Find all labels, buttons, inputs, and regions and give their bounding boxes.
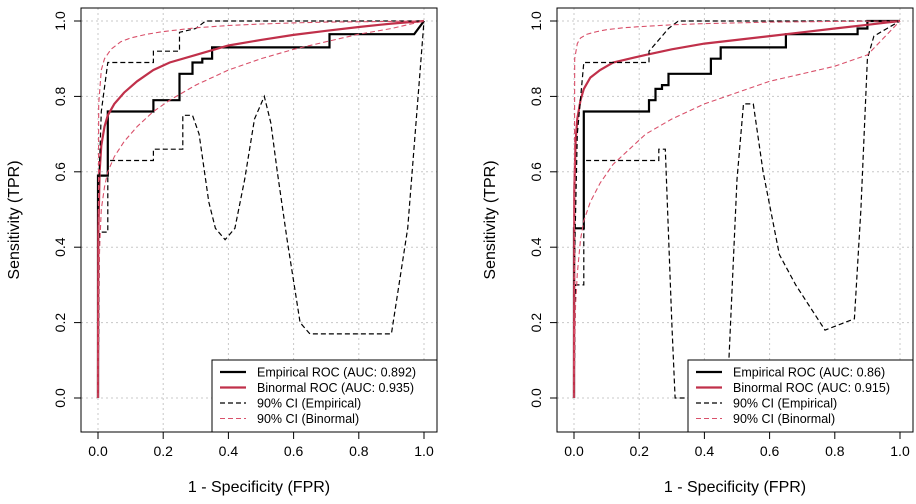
y-tick-label: 0.8 (528, 86, 544, 106)
legend: Empirical ROC (AUC: 0.86)Binormal ROC (A… (687, 359, 914, 433)
y-axis-title: Sensitivity (TPR) (482, 160, 499, 279)
series-line-dashed-black (573, 20, 901, 399)
series-group (96, 19, 425, 399)
legend-label: Binormal ROC (AUC: 0.915) (733, 381, 890, 395)
series-line-dashed-black (97, 20, 425, 399)
series-line-dashed-red (97, 20, 425, 399)
legend-label: 90% CI (Empirical) (733, 397, 837, 411)
series-line-solid-red (96, 19, 425, 399)
x-tick-label: 0.0 (88, 443, 108, 459)
series-line-dashed-red (573, 20, 901, 399)
y-tick-label: 0.4 (528, 237, 544, 257)
series-line-solid-black (572, 19, 900, 398)
legend-label: 90% CI (Empirical) (257, 397, 361, 411)
legend: Empirical ROC (AUC: 0.892)Binormal ROC (… (211, 359, 438, 433)
y-tick-label: 0.4 (52, 237, 68, 257)
x-tick-label: 1.0 (414, 443, 434, 459)
x-tick-label: 0.6 (760, 443, 780, 459)
x-axis-title: 1 - Specificity (FPR) (188, 479, 330, 496)
x-tick-label: 0.2 (153, 443, 173, 459)
y-tick-label: 0.0 (52, 388, 68, 408)
y-tick-label: 0.2 (528, 313, 544, 333)
series-line-solid-black (96, 20, 425, 398)
x-tick-label: 1.0 (890, 443, 910, 459)
x-tick-label: 0.4 (695, 443, 715, 459)
series-line-dashed-red (97, 20, 425, 399)
series-line-solid-red (572, 19, 901, 399)
x-tick-label: 0.2 (629, 443, 649, 459)
y-axis-title: Sensitivity (TPR) (6, 160, 23, 279)
legend-label: Binormal ROC (AUC: 0.935) (257, 381, 414, 395)
legend-label: Empirical ROC (AUC: 0.86) (733, 366, 885, 380)
y-tick-label: 0.6 (528, 162, 544, 182)
x-tick-label: 0.8 (349, 443, 369, 459)
legend-label: 90% CI (Binormal) (257, 412, 359, 426)
y-tick-label: 0.0 (528, 388, 544, 408)
x-tick-label: 0.0 (564, 443, 584, 459)
x-tick-label: 0.4 (219, 443, 239, 459)
legend-box (211, 359, 438, 433)
legend-label: 90% CI (Binormal) (733, 412, 835, 426)
series-line-dashed-black (97, 20, 424, 210)
roc-panel-1: 0.0 0.2 0.4 0.6 0.8 1.0 0.0 0.2 0.4 0.6 0.8 1.0 1 - … (6, 7, 438, 496)
y-tick-label: 1.0 (52, 11, 68, 31)
y-tick-label: 1.0 (528, 11, 544, 31)
legend-label: Empirical ROC (AUC: 0.892) (257, 366, 416, 380)
roc-panel-2: 0.0 0.2 0.4 0.6 0.8 1.0 0.0 0.2 0.4 0.6 0.8 1.0 1 - … (482, 7, 914, 496)
x-tick-label: 0.8 (825, 443, 845, 459)
legend-box (687, 359, 914, 433)
x-tick-label: 0.6 (284, 443, 304, 459)
y-tick-label: 0.8 (52, 86, 68, 106)
y-tick-label: 0.6 (52, 162, 68, 182)
x-axis-title: 1 - Specificity (FPR) (664, 479, 806, 496)
y-tick-label: 0.2 (52, 313, 68, 333)
series-group (572, 19, 901, 399)
series-line-dashed-red (573, 20, 901, 399)
